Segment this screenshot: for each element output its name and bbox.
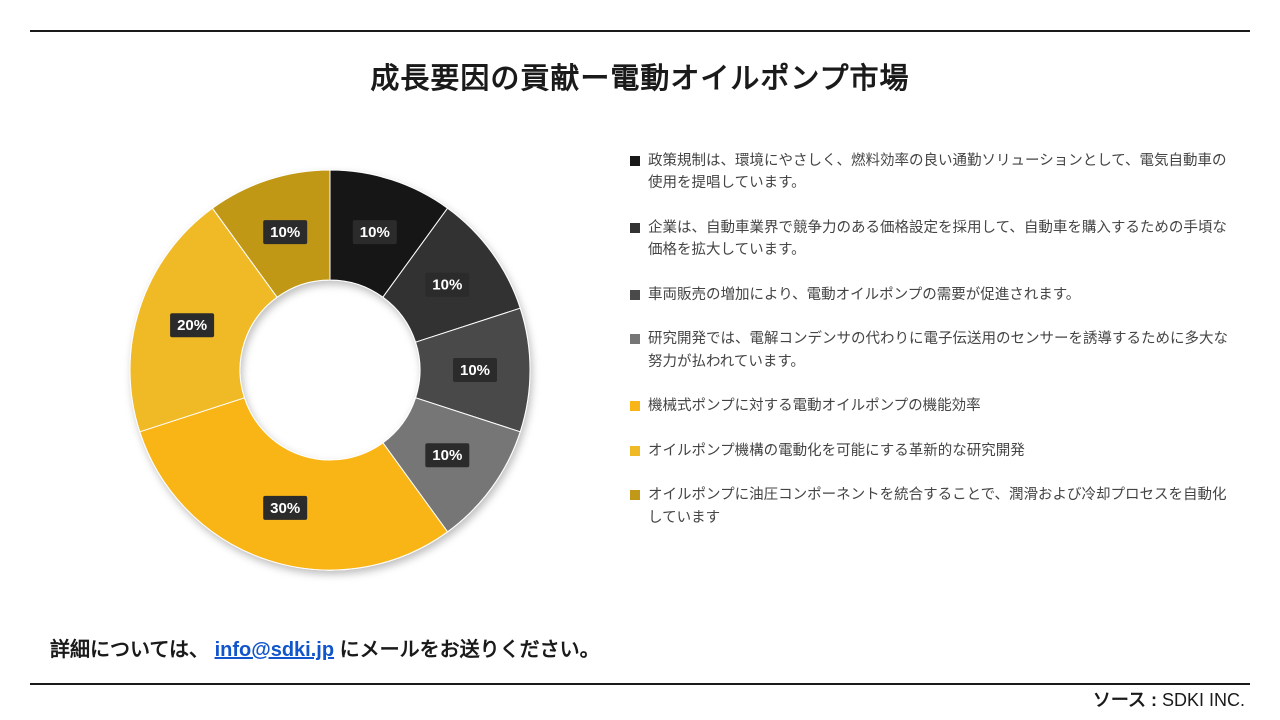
donut-chart: 10% 10% 10% 10% 30% 20% 10% bbox=[90, 130, 570, 610]
legend-item: 政策規制は、環境にやさしく、燃料効率の良い通勤ソリューションとして、電気自動車の… bbox=[630, 150, 1230, 195]
legend-text: オイルポンプ機構の電動化を可能にする革新的な研究開発 bbox=[648, 440, 1025, 462]
legend-text: 研究開発では、電解コンデンサの代わりに電子伝送用のセンサーを誘導するために多大な… bbox=[648, 328, 1230, 373]
legend-swatch bbox=[630, 156, 640, 166]
source-label: ソース : bbox=[1093, 690, 1157, 710]
slice-label-text: 10% bbox=[432, 447, 462, 464]
legend-swatch bbox=[630, 446, 640, 456]
legend-text: 車両販売の増加により、電動オイルポンプの需要が促進されます。 bbox=[648, 284, 1080, 306]
legend-text: 機械式ポンプに対する電動オイルポンプの機能効率 bbox=[648, 395, 981, 417]
legend-swatch bbox=[630, 334, 640, 344]
legend-item: 企業は、自動車業界で競争力のある価格設定を採用して、自動車を購入するための手頃な… bbox=[630, 217, 1230, 262]
legend: 政策規制は、環境にやさしく、燃料効率の良い通勤ソリューションとして、電気自動車の… bbox=[630, 150, 1230, 551]
slice-label-text: 10% bbox=[270, 224, 300, 241]
top-rule bbox=[30, 30, 1250, 32]
legend-text: 企業は、自動車業界で競争力のある価格設定を採用して、自動車を購入するための手頃な… bbox=[648, 217, 1230, 262]
legend-swatch bbox=[630, 401, 640, 411]
slice-label-text: 10% bbox=[432, 277, 462, 294]
slice-label-text: 20% bbox=[177, 317, 207, 334]
legend-text: オイルポンプに油圧コンポーネントを統合することで、潤滑および冷却プロセスを自動化… bbox=[648, 484, 1230, 529]
footer-source: ソース : SDKI INC. bbox=[1093, 686, 1245, 712]
legend-item: オイルポンプに油圧コンポーネントを統合することで、潤滑および冷却プロセスを自動化… bbox=[630, 484, 1230, 529]
legend-item: オイルポンプ機構の電動化を可能にする革新的な研究開発 bbox=[630, 440, 1230, 462]
footer-suffix: にメールをお送りください。 bbox=[340, 639, 600, 661]
legend-swatch bbox=[630, 490, 640, 500]
page-title: 成長要因の貢献ー電動オイルポンプ市場 bbox=[0, 55, 1280, 97]
slice-label-text: 30% bbox=[270, 500, 300, 517]
footer-contact: 詳細については、 info@sdki.jp にメールをお送りください。 bbox=[50, 633, 600, 662]
donut-svg: 10% 10% 10% 10% 30% 20% 10% bbox=[90, 130, 570, 610]
legend-item: 研究開発では、電解コンデンサの代わりに電子伝送用のセンサーを誘導するために多大な… bbox=[630, 328, 1230, 373]
donut-slice bbox=[140, 398, 448, 570]
legend-item: 車両販売の増加により、電動オイルポンプの需要が促進されます。 bbox=[630, 284, 1230, 306]
bottom-rule bbox=[30, 683, 1250, 685]
legend-text: 政策規制は、環境にやさしく、燃料効率の良い通勤ソリューションとして、電気自動車の… bbox=[648, 150, 1230, 195]
footer-prefix: 詳細については、 bbox=[50, 639, 209, 661]
legend-swatch bbox=[630, 223, 640, 233]
slice-label-text: 10% bbox=[360, 224, 390, 241]
legend-item: 機械式ポンプに対する電動オイルポンプの機能効率 bbox=[630, 395, 1230, 417]
slice-label-text: 10% bbox=[460, 362, 490, 379]
source-value: SDKI INC. bbox=[1162, 690, 1245, 710]
legend-swatch bbox=[630, 290, 640, 300]
contact-email-link[interactable]: info@sdki.jp bbox=[215, 639, 335, 661]
